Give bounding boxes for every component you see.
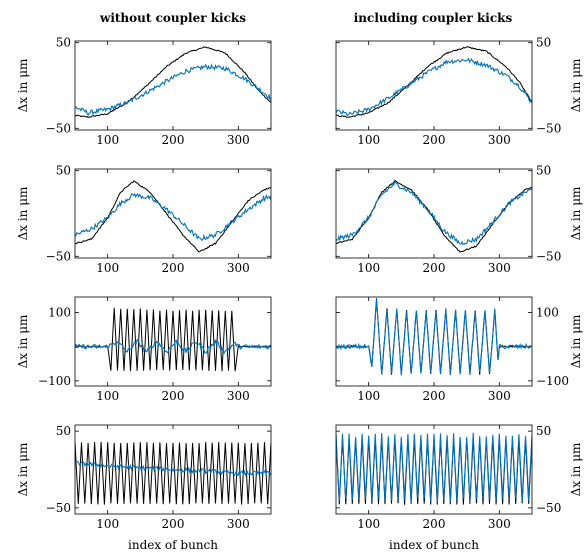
x-tick-label: 300 (488, 261, 511, 275)
x-axis-label: index of bunch (389, 538, 479, 552)
panel-row1-left: 100 200 300 −50 50 Δx in μm (16, 36, 272, 147)
x-tick-label: 200 (162, 133, 185, 147)
series-line-blue (75, 63, 271, 116)
x-tick-label: 200 (423, 389, 446, 403)
series-line-blue (336, 180, 532, 245)
x-tick-label: 100 (96, 261, 119, 275)
panel-row1-right: 100 200 300 −50 50 Δx in μm (335, 36, 583, 147)
x-tick-label: 200 (423, 261, 446, 275)
y-tick-label: 50 (536, 36, 551, 50)
y-tick-label: 50 (536, 164, 551, 178)
y-tick-label: 50 (56, 36, 71, 50)
y-axis-label: Δx in μm (16, 186, 30, 240)
x-tick-label: 300 (227, 389, 250, 403)
series-line-black (75, 46, 271, 119)
series-line-blue (336, 432, 532, 503)
x-tick-label: 100 (357, 389, 380, 403)
x-tick-label: 200 (162, 261, 185, 275)
panel-row2-right: 100 200 300 −50 50 Δx in μm (335, 164, 583, 275)
series-line-black (75, 441, 271, 505)
x-tick-label: 100 (96, 389, 119, 403)
x-tick-label: 100 (357, 133, 380, 147)
y-axis-label: Δx in μm (569, 442, 583, 496)
y-axis-label: Δx in μm (569, 314, 583, 368)
y-tick-label: −50 (536, 501, 561, 515)
x-tick-label: 200 (423, 133, 446, 147)
x-tick-label: 300 (227, 261, 250, 275)
y-tick-label: −100 (536, 374, 569, 388)
x-axis-label: index of bunch (128, 538, 218, 552)
panel-frame (74, 40, 272, 131)
x-tick-label: 100 (357, 261, 380, 275)
panel-frame (335, 296, 533, 387)
y-tick-label: −50 (46, 249, 71, 263)
y-tick-label: −50 (536, 121, 561, 135)
panel-frame (335, 40, 533, 131)
y-axis-label: Δx in μm (16, 314, 30, 368)
x-tick-label: 100 (96, 133, 119, 147)
x-tick-label: 300 (227, 517, 250, 531)
x-tick-label: 200 (423, 517, 446, 531)
x-tick-label: 100 (357, 517, 380, 531)
y-tick-label: 50 (56, 424, 71, 438)
panel-row2-left: 100 200 300 −50 50 Δx in μm (16, 164, 272, 275)
x-tick-label: 300 (227, 133, 250, 147)
series-line-blue (75, 461, 271, 477)
x-tick-label: 300 (488, 389, 511, 403)
panel-frame (335, 168, 533, 259)
series-line-blue (336, 57, 532, 117)
column-title-left: without coupler kicks (99, 11, 246, 25)
series-line-blue (75, 192, 271, 241)
panel-row4-left: 100 200 300 −50 50 Δx in μm index of bunch (16, 424, 272, 552)
panel-row3-left: 100 200 300 −100 100 Δx in μm (16, 296, 272, 403)
x-tick-label: 200 (162, 517, 185, 531)
y-tick-label: −50 (46, 121, 71, 135)
column-title-right: including coupler kicks (354, 11, 513, 25)
y-tick-label: −50 (46, 501, 71, 515)
y-axis-label: Δx in μm (16, 58, 30, 112)
y-axis-label: Δx in μm (16, 442, 30, 496)
series-line-blue (75, 338, 271, 354)
y-tick-label: 100 (536, 305, 559, 319)
series-line-black (75, 307, 271, 372)
y-tick-label: 50 (56, 164, 71, 178)
x-tick-label: 200 (162, 389, 185, 403)
y-tick-label: −100 (38, 374, 71, 388)
x-tick-label: 300 (488, 517, 511, 531)
x-tick-label: 100 (96, 517, 119, 531)
y-tick-label: −50 (536, 249, 561, 263)
y-axis-label: Δx in μm (569, 58, 583, 112)
panel-row3-right: 100 200 300 −100 100 Δx in μm (335, 296, 583, 403)
y-axis-label: Δx in μm (569, 186, 583, 240)
y-tick-label: 100 (48, 305, 71, 319)
y-tick-label: 50 (536, 424, 551, 438)
panel-row4-right: 100 200 300 −50 50 Δx in μm index of bunch (335, 424, 583, 552)
x-tick-label: 300 (488, 133, 511, 147)
series-line-black (336, 46, 532, 118)
series-line-blue (336, 299, 532, 376)
panel-frame (74, 296, 272, 387)
